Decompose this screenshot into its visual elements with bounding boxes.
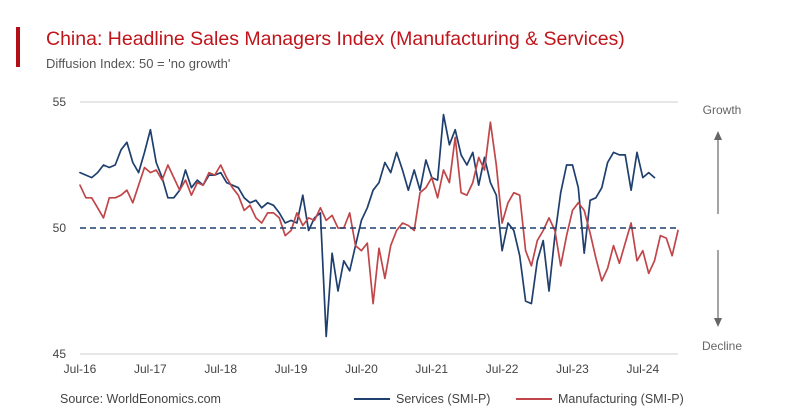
x-tick-label-Jul-22: Jul-22 [486, 362, 519, 376]
decline-label: Decline [702, 339, 742, 353]
grid-layer [80, 101, 678, 355]
axis-layer: 45 50 55 Jul-16 Jul-17 Jul-18 Jul-19 Jul-20 Jul-… [53, 95, 660, 376]
x-tick-label-Jul-17: Jul-17 [134, 362, 167, 376]
chart-title: China: Headline Sales Managers Index (Ma… [46, 28, 625, 50]
x-tick-label-Jul-16: Jul-16 [64, 362, 97, 376]
series-layer [79, 113, 679, 338]
y-tick-label-50: 50 [53, 221, 67, 235]
decline-arrow-head [714, 318, 722, 327]
legend-item-services: Services (SMI-P) [354, 392, 490, 406]
x-tick-label-Jul-21: Jul-21 [415, 362, 448, 376]
growth-arrow-head [714, 131, 722, 140]
x-tick-label-Jul-19: Jul-19 [275, 362, 308, 376]
legend-swatch-services [354, 398, 390, 400]
y-tick-label-45: 45 [53, 347, 67, 361]
y-tick-label-55: 55 [53, 95, 67, 109]
series-line-manufacturing [79, 121, 679, 305]
annotation-layer: Growth Decline [702, 103, 742, 353]
x-tick-label-Jul-20: Jul-20 [345, 362, 378, 376]
title-accent-bar [16, 27, 20, 67]
chart-subtitle: Diffusion Index: 50 = 'no growth' [46, 56, 231, 71]
x-tick-label-Jul-23: Jul-23 [556, 362, 589, 376]
series-line-services [79, 113, 656, 338]
growth-label: Growth [703, 103, 742, 117]
legend-item-manufacturing: Manufacturing (SMI-P) [516, 392, 684, 406]
x-tick-label-Jul-18: Jul-18 [204, 362, 237, 376]
legend-label-manufacturing: Manufacturing (SMI-P) [558, 392, 684, 406]
source-note: Source: WorldEonomics.com [60, 392, 221, 406]
legend-label-services: Services (SMI-P) [396, 392, 491, 406]
x-tick-label-Jul-24: Jul-24 [626, 362, 659, 376]
legend-swatch-manufacturing [516, 398, 552, 400]
